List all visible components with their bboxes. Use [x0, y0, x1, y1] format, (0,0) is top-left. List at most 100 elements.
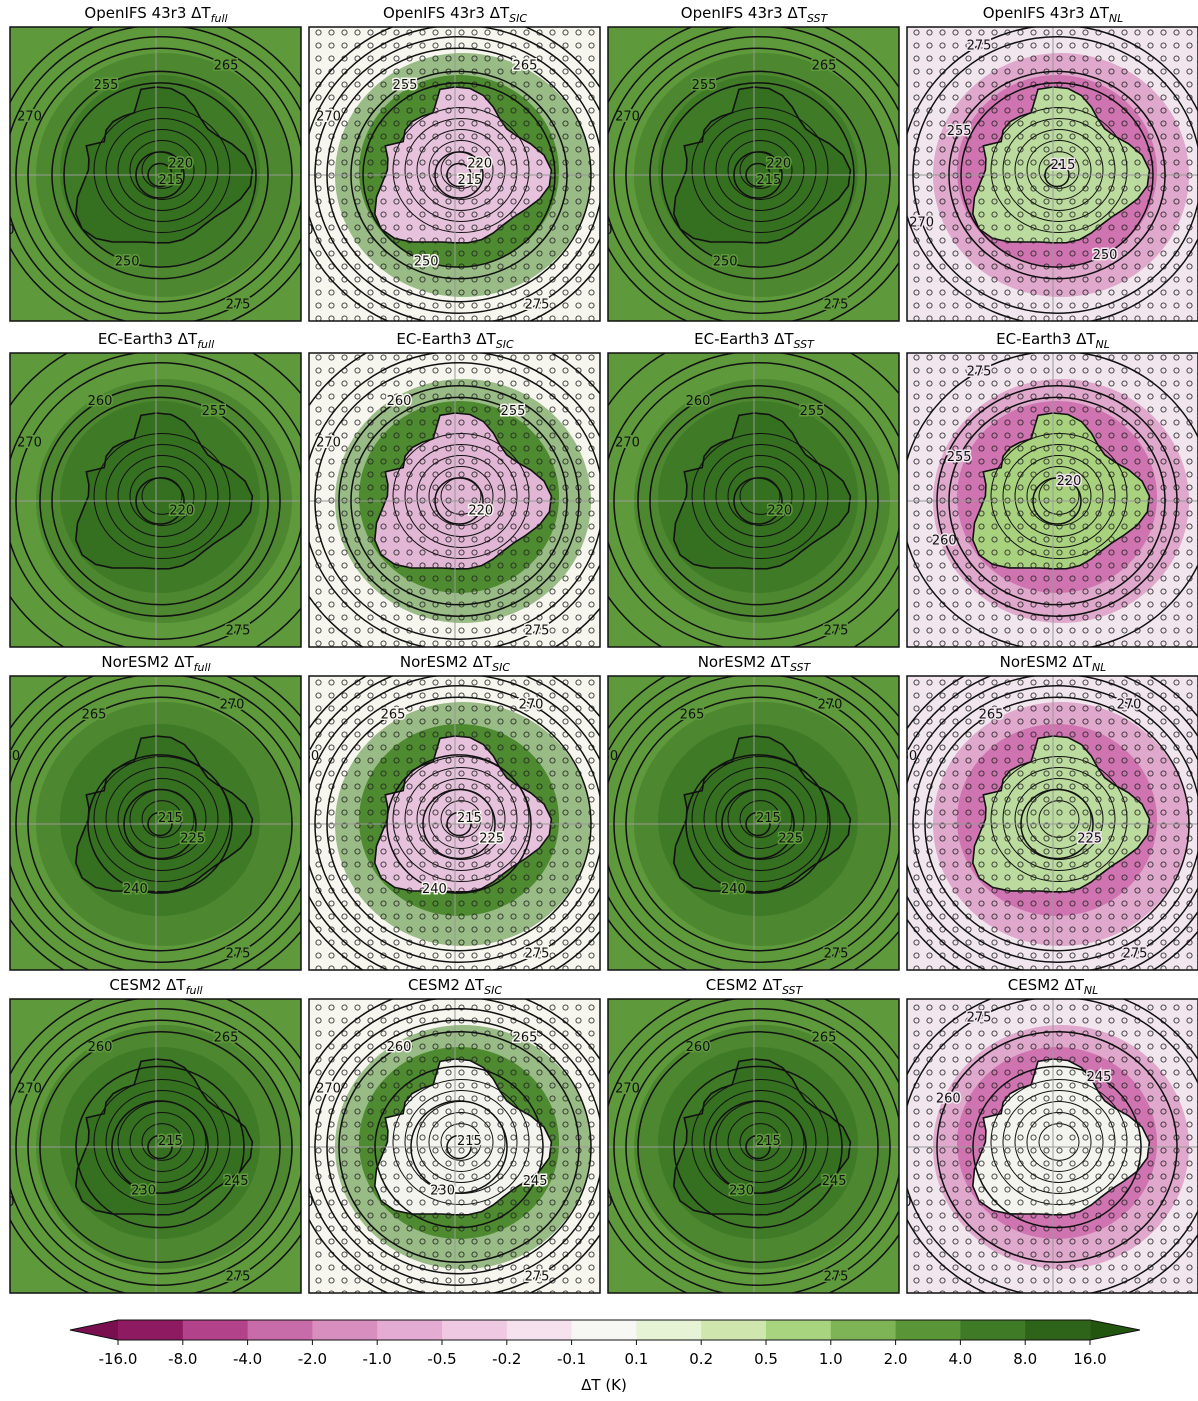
contour-label: 215	[158, 173, 183, 188]
panel-title: CESM2 ΔTfull	[109, 976, 202, 997]
colorbar-over	[1090, 1320, 1140, 1340]
contour-label: 230	[729, 1183, 754, 1198]
map-panel: 285280265270275225215240	[277, 651, 639, 997]
colorbar-segment	[572, 1320, 637, 1340]
contour-label: 260	[387, 394, 412, 409]
symbol: ΔT	[174, 653, 194, 671]
contour-label: 275	[525, 1270, 550, 1285]
contour-label: 215	[457, 173, 482, 188]
map-panel: 280270255265275215220250	[0, 14, 328, 337]
contour-label: 260	[387, 1040, 412, 1055]
contour-label: 215	[756, 811, 781, 826]
contour-label: 215	[158, 811, 183, 826]
contour-label: 270	[1117, 697, 1142, 712]
colorbar-segment	[960, 1320, 1025, 1340]
colorbar-segment	[701, 1320, 766, 1340]
contour-label: 270	[17, 110, 42, 125]
subscript: SIC	[484, 984, 502, 997]
contour-label: 215	[457, 811, 482, 826]
colorbar-segment	[636, 1320, 701, 1340]
colorbar-segment	[896, 1320, 961, 1340]
colorbar-under	[70, 1320, 118, 1340]
contour-label: 265	[812, 58, 837, 73]
colorbar-tick-label: 8.0	[1013, 1350, 1037, 1368]
contour-label: 260	[686, 394, 711, 409]
contour-label: 215	[158, 1134, 183, 1149]
map-panel: 285270260255275220	[576, 328, 938, 674]
contour-label: 220	[468, 504, 493, 519]
map-panel: 280270255265275215220250	[289, 14, 627, 337]
contour-label: 225	[180, 832, 205, 847]
contour-label: 270	[17, 1082, 42, 1097]
contour-label: 270	[909, 215, 934, 230]
model-name: EC-Earth3	[694, 330, 769, 348]
model-name: OpenIFS 43r3	[983, 4, 1085, 22]
map-panel: 280270260265275245215230	[588, 986, 926, 1309]
contour-label: 255	[692, 78, 717, 93]
contour-label: 250	[414, 255, 439, 270]
panel-title: OpenIFS 43r3 ΔTSIC	[383, 4, 527, 25]
contour-label: 245	[1087, 1070, 1112, 1085]
map-panel: 260255275220	[901, 351, 1198, 651]
contour-label: 275	[967, 1010, 992, 1025]
contour-label: 260	[932, 533, 957, 548]
symbol: ΔT	[178, 330, 198, 348]
contour-label: 255	[94, 78, 119, 93]
contour-label: 240	[422, 882, 447, 897]
contour-label: 265	[82, 707, 107, 722]
contour-label: 270	[615, 110, 640, 125]
contour-label: 220	[1057, 474, 1082, 489]
contour-label: 245	[822, 1174, 847, 1189]
panel-title: OpenIFS 43r3 ΔTfull	[84, 4, 227, 25]
contour-label: 215	[756, 1134, 781, 1149]
contour-label: 270	[316, 436, 341, 451]
colorbar-segment	[312, 1320, 377, 1340]
symbol: ΔT	[788, 4, 808, 22]
contour-label: 275	[824, 624, 849, 639]
colorbar-tick-label: -0.1	[557, 1350, 586, 1368]
subscript: full	[186, 984, 203, 997]
model-name: NorESM2	[1000, 653, 1068, 671]
contour-label: 220	[168, 156, 193, 171]
panel-title: NorESM2 ΔTfull	[101, 653, 210, 674]
symbol: ΔT	[1089, 4, 1109, 22]
symbol: ΔT	[1073, 653, 1093, 671]
contour-label: 250	[1093, 248, 1118, 263]
contour-label: 240	[123, 882, 148, 897]
panel-title: EC-Earth3 ΔTSIC	[396, 330, 514, 351]
colorbar-segment	[118, 1320, 183, 1340]
subscript: NL	[1096, 338, 1110, 351]
subscript: NL	[1109, 12, 1123, 25]
contour-label: 220	[766, 156, 791, 171]
contour-label: 230	[430, 1183, 455, 1198]
panel-title: CESM2 ΔTSIC	[408, 976, 502, 997]
contour-label: 275	[226, 947, 251, 962]
model-name: CESM2	[408, 976, 460, 994]
colorbar-tick-label: 16.0	[1073, 1350, 1106, 1368]
panel-title: OpenIFS 43r3 ΔTNL	[983, 4, 1124, 25]
subscript: SIC	[492, 661, 510, 674]
contour-label: 255	[947, 124, 972, 139]
contour-label: 265	[214, 58, 239, 73]
colorbar-segment	[507, 1320, 572, 1340]
model-name: OpenIFS 43r3	[681, 4, 783, 22]
contour-label: 240	[721, 882, 746, 897]
contour-label: 275	[1123, 947, 1148, 962]
colorbar-segment	[183, 1320, 248, 1340]
model-name: EC-Earth3	[996, 330, 1071, 348]
contour-label: 225	[1077, 832, 1102, 847]
figure: OpenIFS 43r3 ΔTfull280270255265275215220…	[0, 0, 1198, 1397]
colorbar-tick-label: -0.5	[427, 1350, 456, 1368]
contour-label: 270	[818, 697, 843, 712]
map-panel: 285280265270275225215240	[576, 651, 938, 997]
contour-label: 265	[513, 1030, 538, 1045]
contour-label: 275	[525, 947, 550, 962]
panel-title: NorESM2 ΔTSST	[698, 653, 812, 674]
contour-label: 265	[979, 707, 1004, 722]
contour-label: 230	[131, 1183, 156, 1198]
contour-label: 260	[88, 1040, 113, 1055]
contour-label: 220	[169, 504, 194, 519]
symbol: ΔT	[476, 330, 496, 348]
